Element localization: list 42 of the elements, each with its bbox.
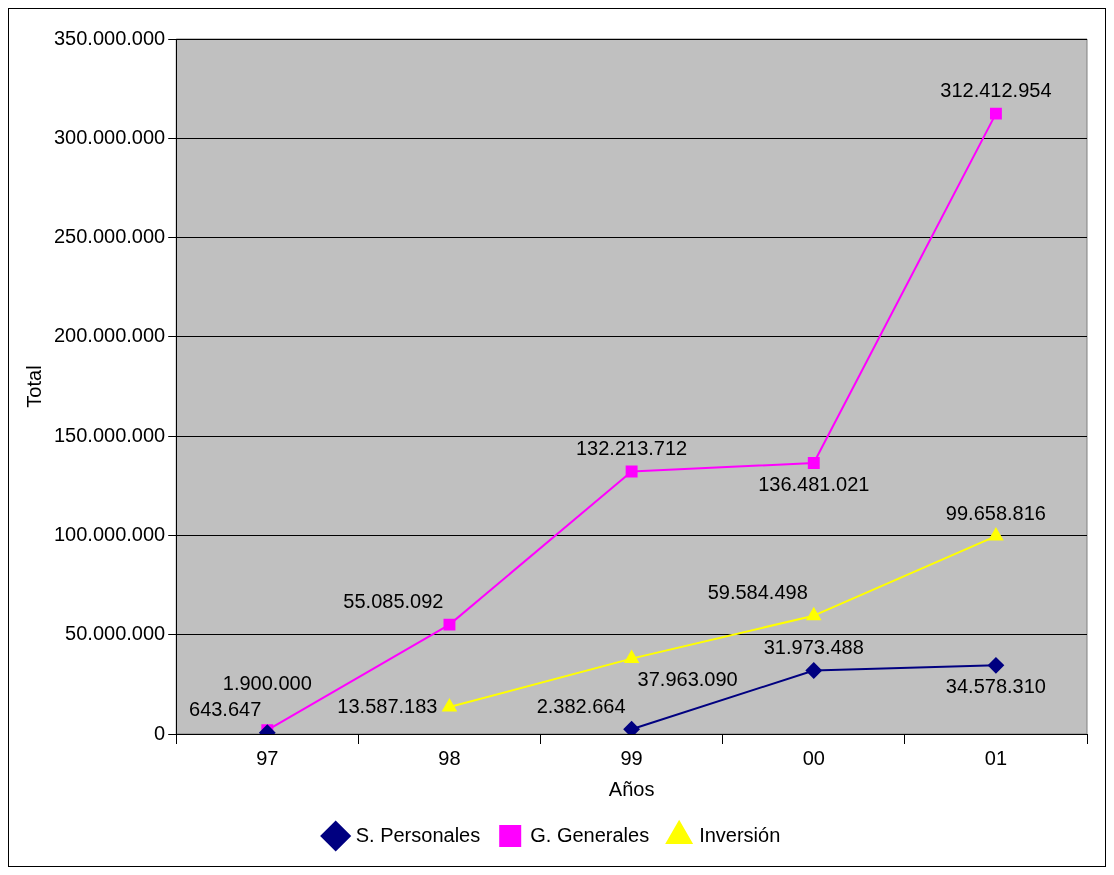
legend-label: G. Generales	[530, 823, 650, 846]
point	[625, 465, 638, 478]
point	[989, 107, 1002, 120]
point	[807, 457, 820, 469]
point	[806, 607, 821, 621]
data-label: 31.973.488	[763, 636, 864, 659]
x-tick-label: 99	[620, 746, 643, 769]
data-label: 59.584.498	[707, 581, 808, 604]
y-tick-label: 200.000.000	[53, 324, 166, 347]
point	[442, 699, 457, 712]
data-label: 55.085.092	[343, 590, 444, 613]
data-label: 132.213.712	[576, 436, 688, 459]
y-tick-label: 50.000.000	[65, 622, 166, 645]
data-label: 2.382.664	[536, 694, 626, 717]
data-label: 1.900.000	[222, 671, 312, 694]
x-axis-title: Años	[608, 777, 655, 800]
x-tick-label: 01	[984, 746, 1008, 769]
legend-label: Inversión	[699, 823, 781, 846]
y-tick-label: 100.000.000	[53, 522, 166, 545]
data-label: 37.963.090	[637, 668, 738, 691]
y-tick-label: 150.000.000	[53, 423, 166, 446]
point	[987, 657, 1004, 674]
data-label: 136.481.021	[758, 472, 870, 495]
x-tick-label: 97	[256, 746, 279, 769]
point	[624, 650, 639, 664]
data-label: 13.587.183	[337, 694, 438, 717]
point	[623, 721, 640, 734]
y-tick-label: 350.000.000	[53, 26, 166, 49]
y-axis-title: Total	[22, 365, 45, 408]
data-label: 99.658.816	[945, 501, 1046, 524]
x-tick-label: 00	[802, 746, 825, 769]
y-tick-label: 250.000.000	[53, 225, 166, 248]
data-label: 643.647	[189, 698, 262, 721]
data-label: 34.578.310	[945, 674, 1046, 697]
point	[443, 618, 456, 631]
y-tick-label: 0	[154, 721, 166, 744]
y-tick-label: 300.000.000	[53, 125, 166, 148]
point	[805, 662, 822, 679]
point	[988, 528, 1003, 541]
legend-label: S. Personales	[355, 823, 481, 846]
x-tick-label: 98	[438, 746, 461, 769]
data-label: 312.412.954	[940, 79, 1052, 102]
